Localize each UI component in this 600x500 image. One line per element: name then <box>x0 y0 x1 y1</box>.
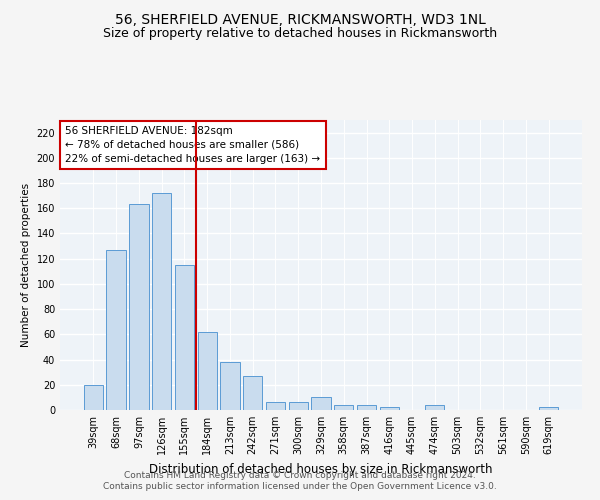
Text: 56, SHERFIELD AVENUE, RICKMANSWORTH, WD3 1NL: 56, SHERFIELD AVENUE, RICKMANSWORTH, WD3… <box>115 12 485 26</box>
Text: 56 SHERFIELD AVENUE: 182sqm
← 78% of detached houses are smaller (586)
22% of se: 56 SHERFIELD AVENUE: 182sqm ← 78% of det… <box>65 126 320 164</box>
Bar <box>175 265 194 410</box>
Text: Size of property relative to detached houses in Rickmansworth: Size of property relative to detached ho… <box>103 28 497 40</box>
Text: Contains public sector information licensed under the Open Government Licence v3: Contains public sector information licen… <box>103 482 497 491</box>
Bar <box>357 405 376 410</box>
Bar <box>380 408 399 410</box>
Bar <box>334 405 353 410</box>
X-axis label: Distribution of detached houses by size in Rickmansworth: Distribution of detached houses by size … <box>149 462 493 475</box>
Bar <box>539 408 558 410</box>
Text: Contains HM Land Registry data © Crown copyright and database right 2024.: Contains HM Land Registry data © Crown c… <box>124 471 476 480</box>
Bar <box>266 402 285 410</box>
Bar <box>152 193 172 410</box>
Bar <box>425 405 445 410</box>
Bar <box>289 402 308 410</box>
Bar <box>220 362 239 410</box>
Bar <box>129 204 149 410</box>
Y-axis label: Number of detached properties: Number of detached properties <box>21 183 31 347</box>
Bar <box>243 376 262 410</box>
Bar <box>197 332 217 410</box>
Bar <box>84 385 103 410</box>
Bar <box>311 398 331 410</box>
Bar <box>106 250 126 410</box>
